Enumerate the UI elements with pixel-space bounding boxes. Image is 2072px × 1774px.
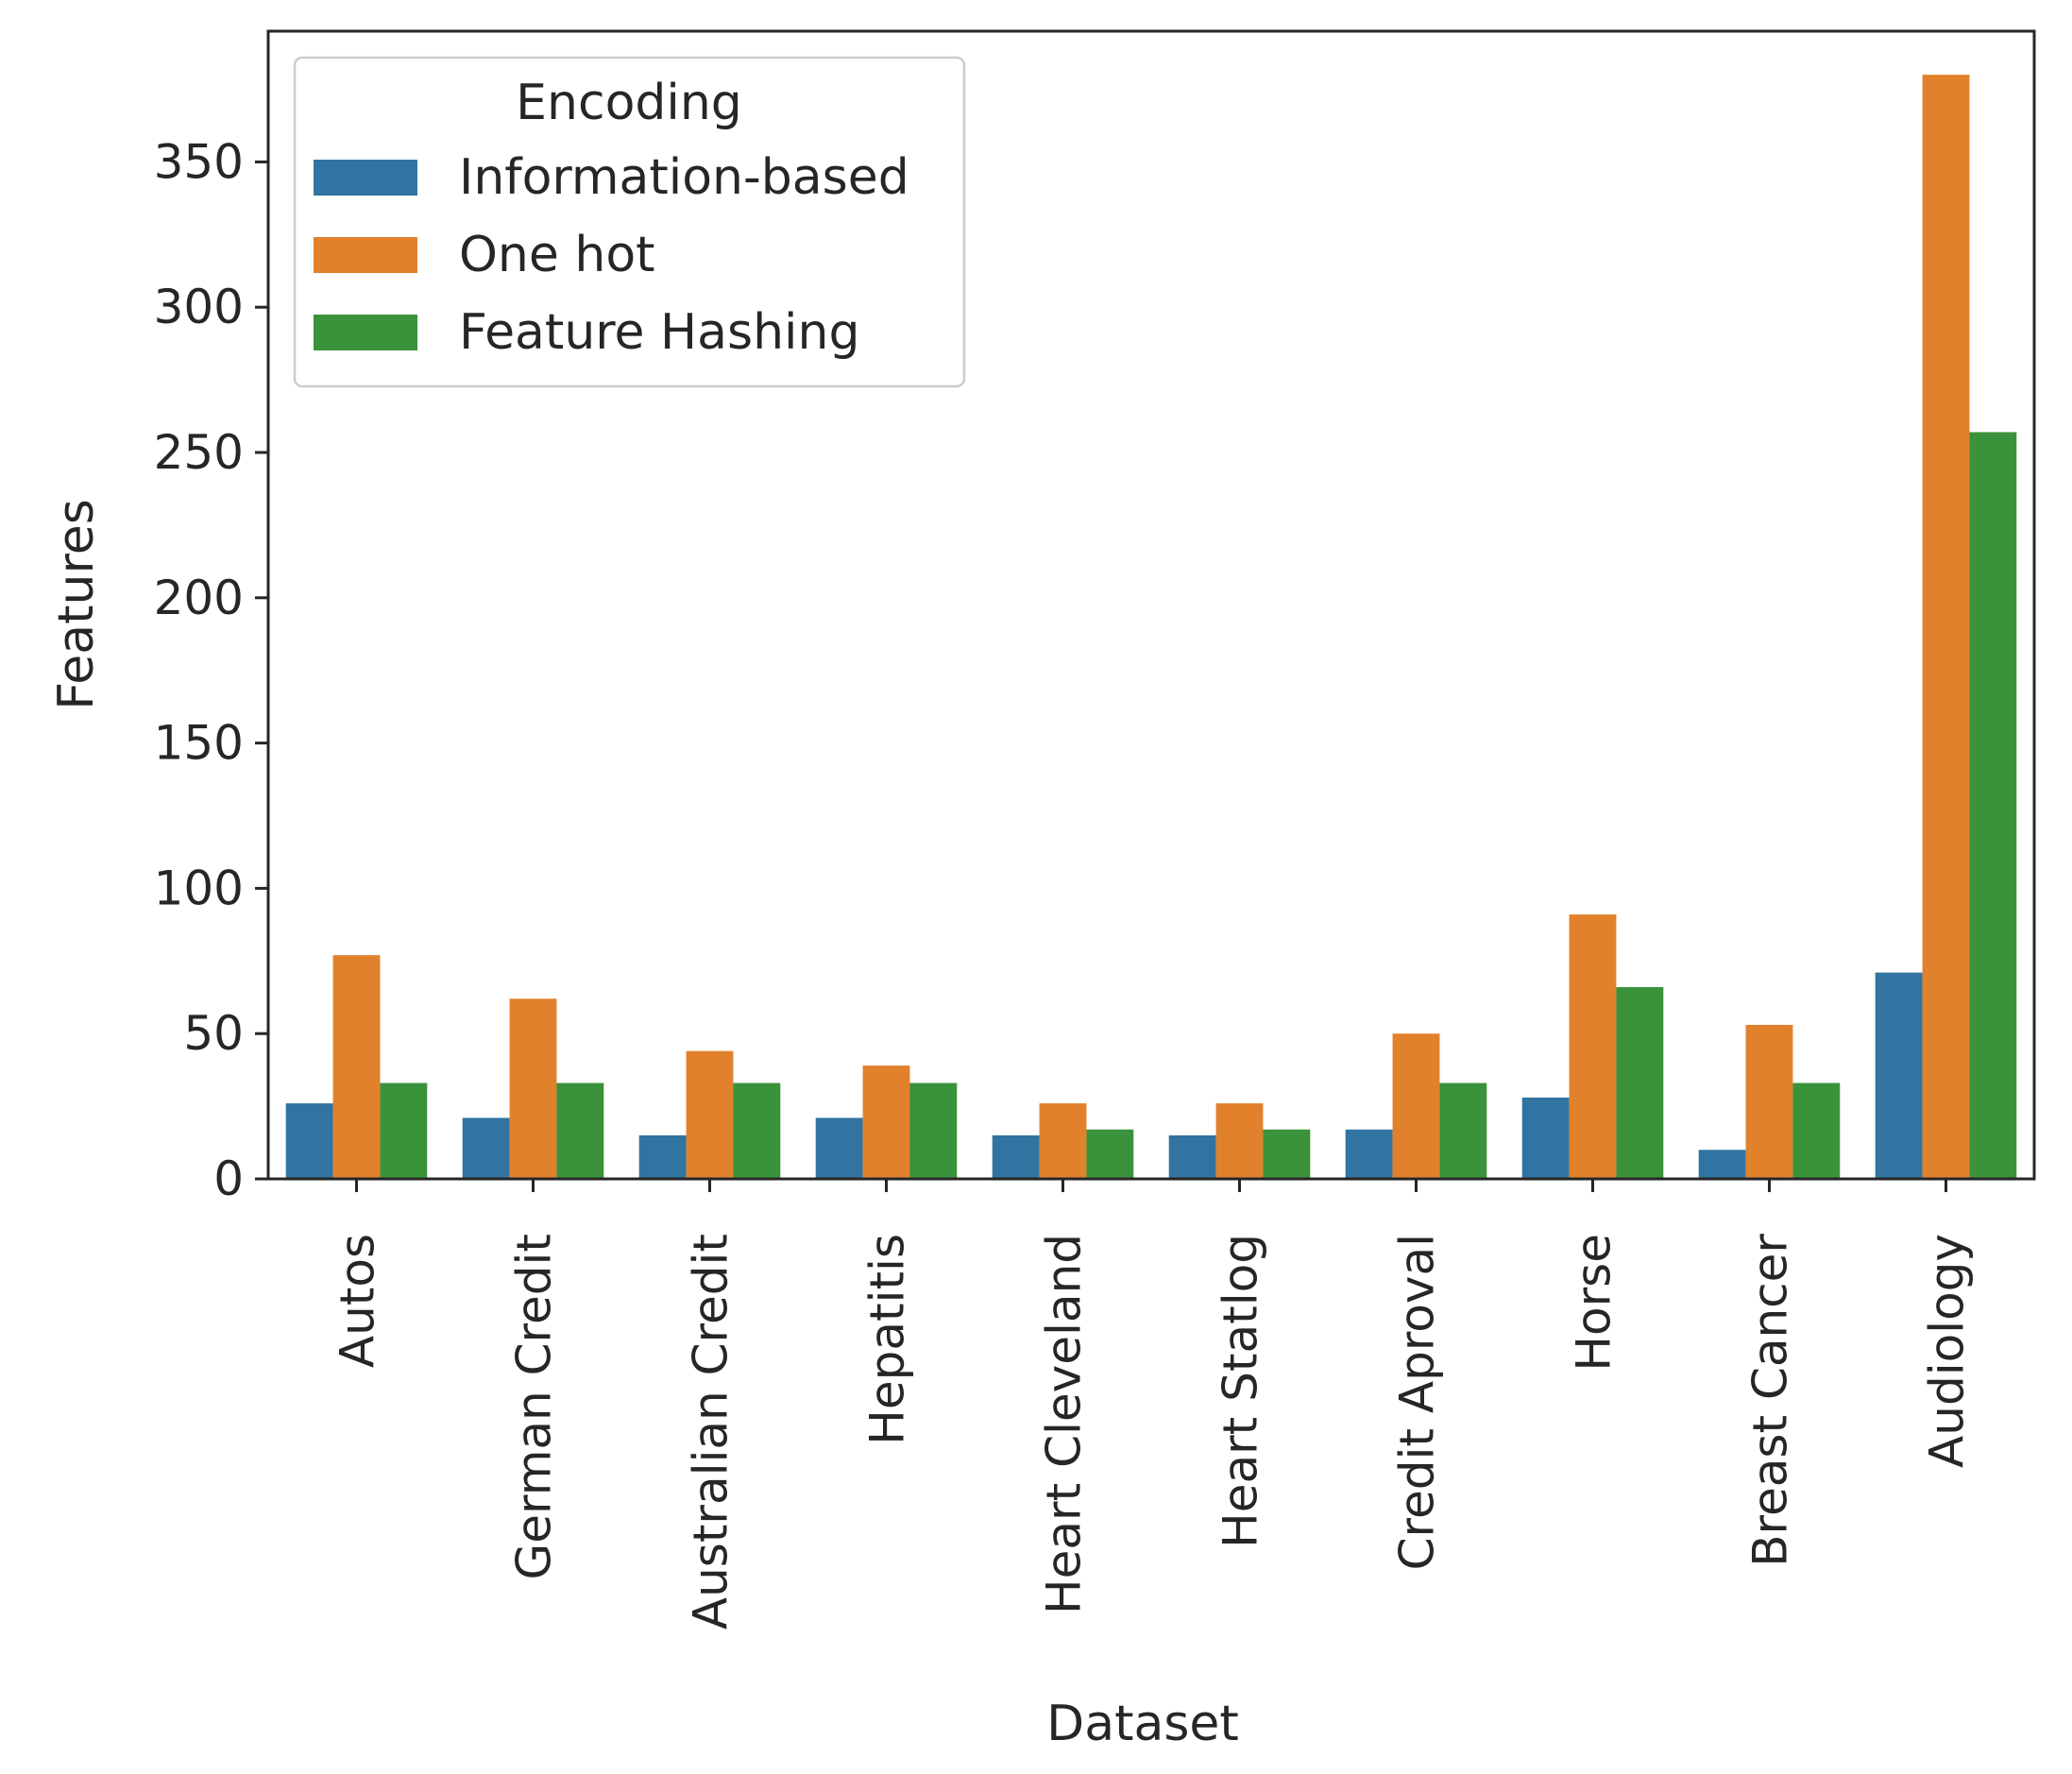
bar-heart-statlog-feature-hashing (1263, 1129, 1311, 1179)
x-tick-label-breast-cancer: Breast Cancer (1743, 1234, 1798, 1567)
bar-credit-aproval-one-hot (1392, 1033, 1440, 1179)
bar-australian-credit-one-hot (686, 1050, 734, 1179)
bar-hepatitis-one-hot (862, 1066, 910, 1179)
legend-label-information-based: Information-based (459, 149, 909, 206)
x-axis-title: Dataset (1046, 1696, 1239, 1752)
bar-australian-credit-information-based (638, 1134, 687, 1179)
legend-label-one-hot: One hot (459, 227, 655, 283)
bar-german-credit-feature-hashing (556, 1083, 604, 1179)
x-tick-label-audiology: Audiology (1920, 1234, 1975, 1468)
y-tick-label-0: 0 (213, 1151, 244, 1206)
x-tick-label-heart-statlog: Heart Statlog (1214, 1234, 1268, 1548)
bar-heart-statlog-one-hot (1215, 1103, 1264, 1179)
legend-title: Encoding (516, 75, 742, 131)
bar-australian-credit-feature-hashing (733, 1083, 781, 1179)
bar-autos-information-based (285, 1103, 333, 1179)
bar-audiology-one-hot (1922, 75, 1970, 1179)
bar-heart-cleveland-one-hot (1039, 1103, 1087, 1179)
bar-breast-cancer-feature-hashing (1792, 1083, 1841, 1179)
x-tick-label-autos: Autos (331, 1234, 385, 1368)
y-tick-label-300: 300 (154, 280, 244, 334)
x-axis-ticks: Autos German Credit Australian Credit Hepat… (331, 1179, 1975, 1629)
legend-box (293, 56, 966, 388)
y-tick-label-150: 150 (154, 716, 244, 771)
legend-swatch-feature-hashing (314, 315, 417, 350)
y-axis-title: Features (48, 499, 105, 710)
bar-credit-aproval-feature-hashing (1439, 1083, 1487, 1179)
legend-swatch-information-based (314, 160, 417, 196)
bar-autos-feature-hashing (380, 1083, 428, 1179)
bar-heart-statlog-information-based (1168, 1134, 1216, 1179)
legend-label-feature-hashing: Feature Hashing (459, 304, 859, 361)
y-tick-label-250: 250 (154, 425, 244, 480)
bar-hepatitis-information-based (815, 1117, 863, 1179)
y-tick-label-50: 50 (183, 1006, 244, 1061)
bar-horse-feature-hashing (1616, 986, 1664, 1179)
bar-autos-one-hot (332, 955, 381, 1179)
legend-swatch-one-hot (314, 237, 417, 273)
x-tick-label-german-credit: German Credit (507, 1234, 562, 1579)
bar-audiology-feature-hashing (1969, 432, 2017, 1179)
bar-audiology-information-based (1875, 972, 1923, 1179)
bar-breast-cancer-information-based (1698, 1150, 1746, 1179)
x-tick-label-horse: Horse (1567, 1234, 1622, 1372)
x-tick-label-credit-aproval: Credit Aproval (1390, 1234, 1445, 1570)
bar-heart-cleveland-information-based (992, 1134, 1040, 1179)
bars-layer (285, 75, 2017, 1179)
y-tick-label-200: 200 (154, 571, 244, 625)
x-tick-label-hepatitis: Hepatitis (860, 1234, 915, 1445)
plot-frame (266, 29, 2036, 1181)
bar-credit-aproval-information-based (1345, 1129, 1393, 1179)
bar-heart-cleveland-feature-hashing (1086, 1129, 1134, 1179)
y-axis-ticks: 0 50 100 150 200 250 300 350 (154, 134, 268, 1206)
y-tick-label-100: 100 (154, 861, 244, 915)
x-tick-label-heart-cleveland: Heart Cleveland (1037, 1234, 1092, 1614)
legend: Encoding Information-based One hot Featu… (293, 56, 966, 388)
bar-horse-one-hot (1569, 914, 1617, 1179)
bar-horse-information-based (1521, 1097, 1570, 1179)
bar-hepatitis-feature-hashing (909, 1083, 958, 1179)
bar-breast-cancer-one-hot (1745, 1024, 1793, 1179)
y-tick-label-350: 350 (154, 134, 244, 189)
bar-german-credit-information-based (462, 1117, 510, 1179)
bar-german-credit-one-hot (509, 998, 557, 1179)
x-tick-label-australian-credit: Australian Credit (684, 1234, 739, 1629)
